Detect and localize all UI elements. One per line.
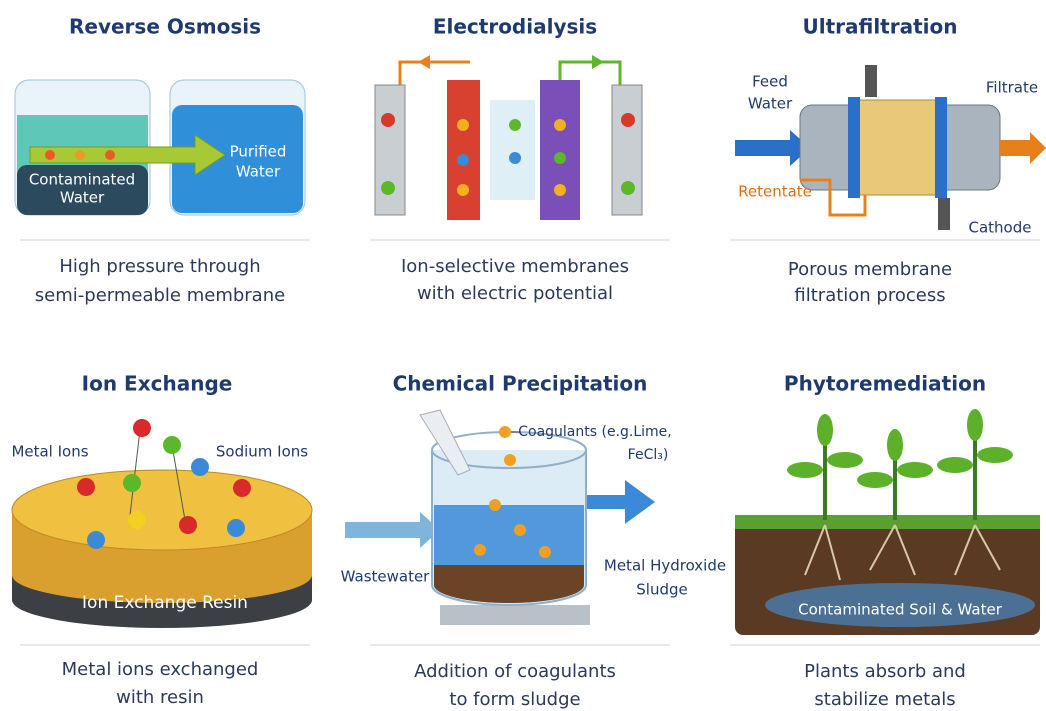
label: Contaminated (29, 171, 135, 189)
infographic: Reverse Osmosis Contaminated Water Purif… (0, 0, 1046, 711)
description: Plants absorb and (804, 661, 966, 682)
description: Porous membrane (788, 259, 952, 280)
label: Purified (230, 143, 287, 161)
panel-title: Ion Exchange (82, 372, 233, 396)
description: stabilize metals (814, 689, 955, 710)
label: Ion Exchange Resin (82, 593, 248, 613)
label: Water (236, 163, 281, 181)
label: Water (60, 189, 105, 207)
label: Coagulants (e.g.Lime, (518, 424, 672, 440)
electrodialysis-illustration (375, 55, 642, 220)
label: Sludge (636, 581, 687, 599)
panel-title: Chemical Precipitation (393, 372, 648, 396)
description: semi-permeable membrane (35, 285, 285, 306)
label: Metal Hydroxide (604, 557, 726, 575)
label: Water (748, 95, 793, 113)
label: Wastewater (341, 568, 431, 586)
description: High pressure through (59, 256, 260, 277)
label: Cathode (969, 219, 1032, 237)
description: to form sludge (449, 689, 580, 710)
description: filtration process (794, 285, 945, 306)
description: with resin (116, 687, 204, 708)
panel-title: Electrodialysis (433, 15, 597, 39)
label: Sodium Ions (216, 443, 308, 461)
description: with electric potential (417, 283, 613, 304)
description: Ion-selective membranes (401, 256, 629, 277)
precipitation-illustration (345, 410, 655, 625)
label: Metal Ions (11, 443, 88, 461)
label: Feed (752, 73, 788, 91)
label: Retentate (738, 183, 812, 201)
panel-title: Ultrafiltration (802, 15, 957, 39)
panel-title: Reverse Osmosis (69, 15, 261, 39)
description: Addition of coagulants (414, 661, 616, 682)
label: Filtrate (986, 79, 1038, 97)
description: Metal ions exchanged (62, 659, 259, 680)
label: FeCl₃) (628, 447, 669, 463)
panel-title: Phytoremediation (784, 372, 986, 396)
label: Contaminated Soil & Water (798, 601, 1003, 619)
